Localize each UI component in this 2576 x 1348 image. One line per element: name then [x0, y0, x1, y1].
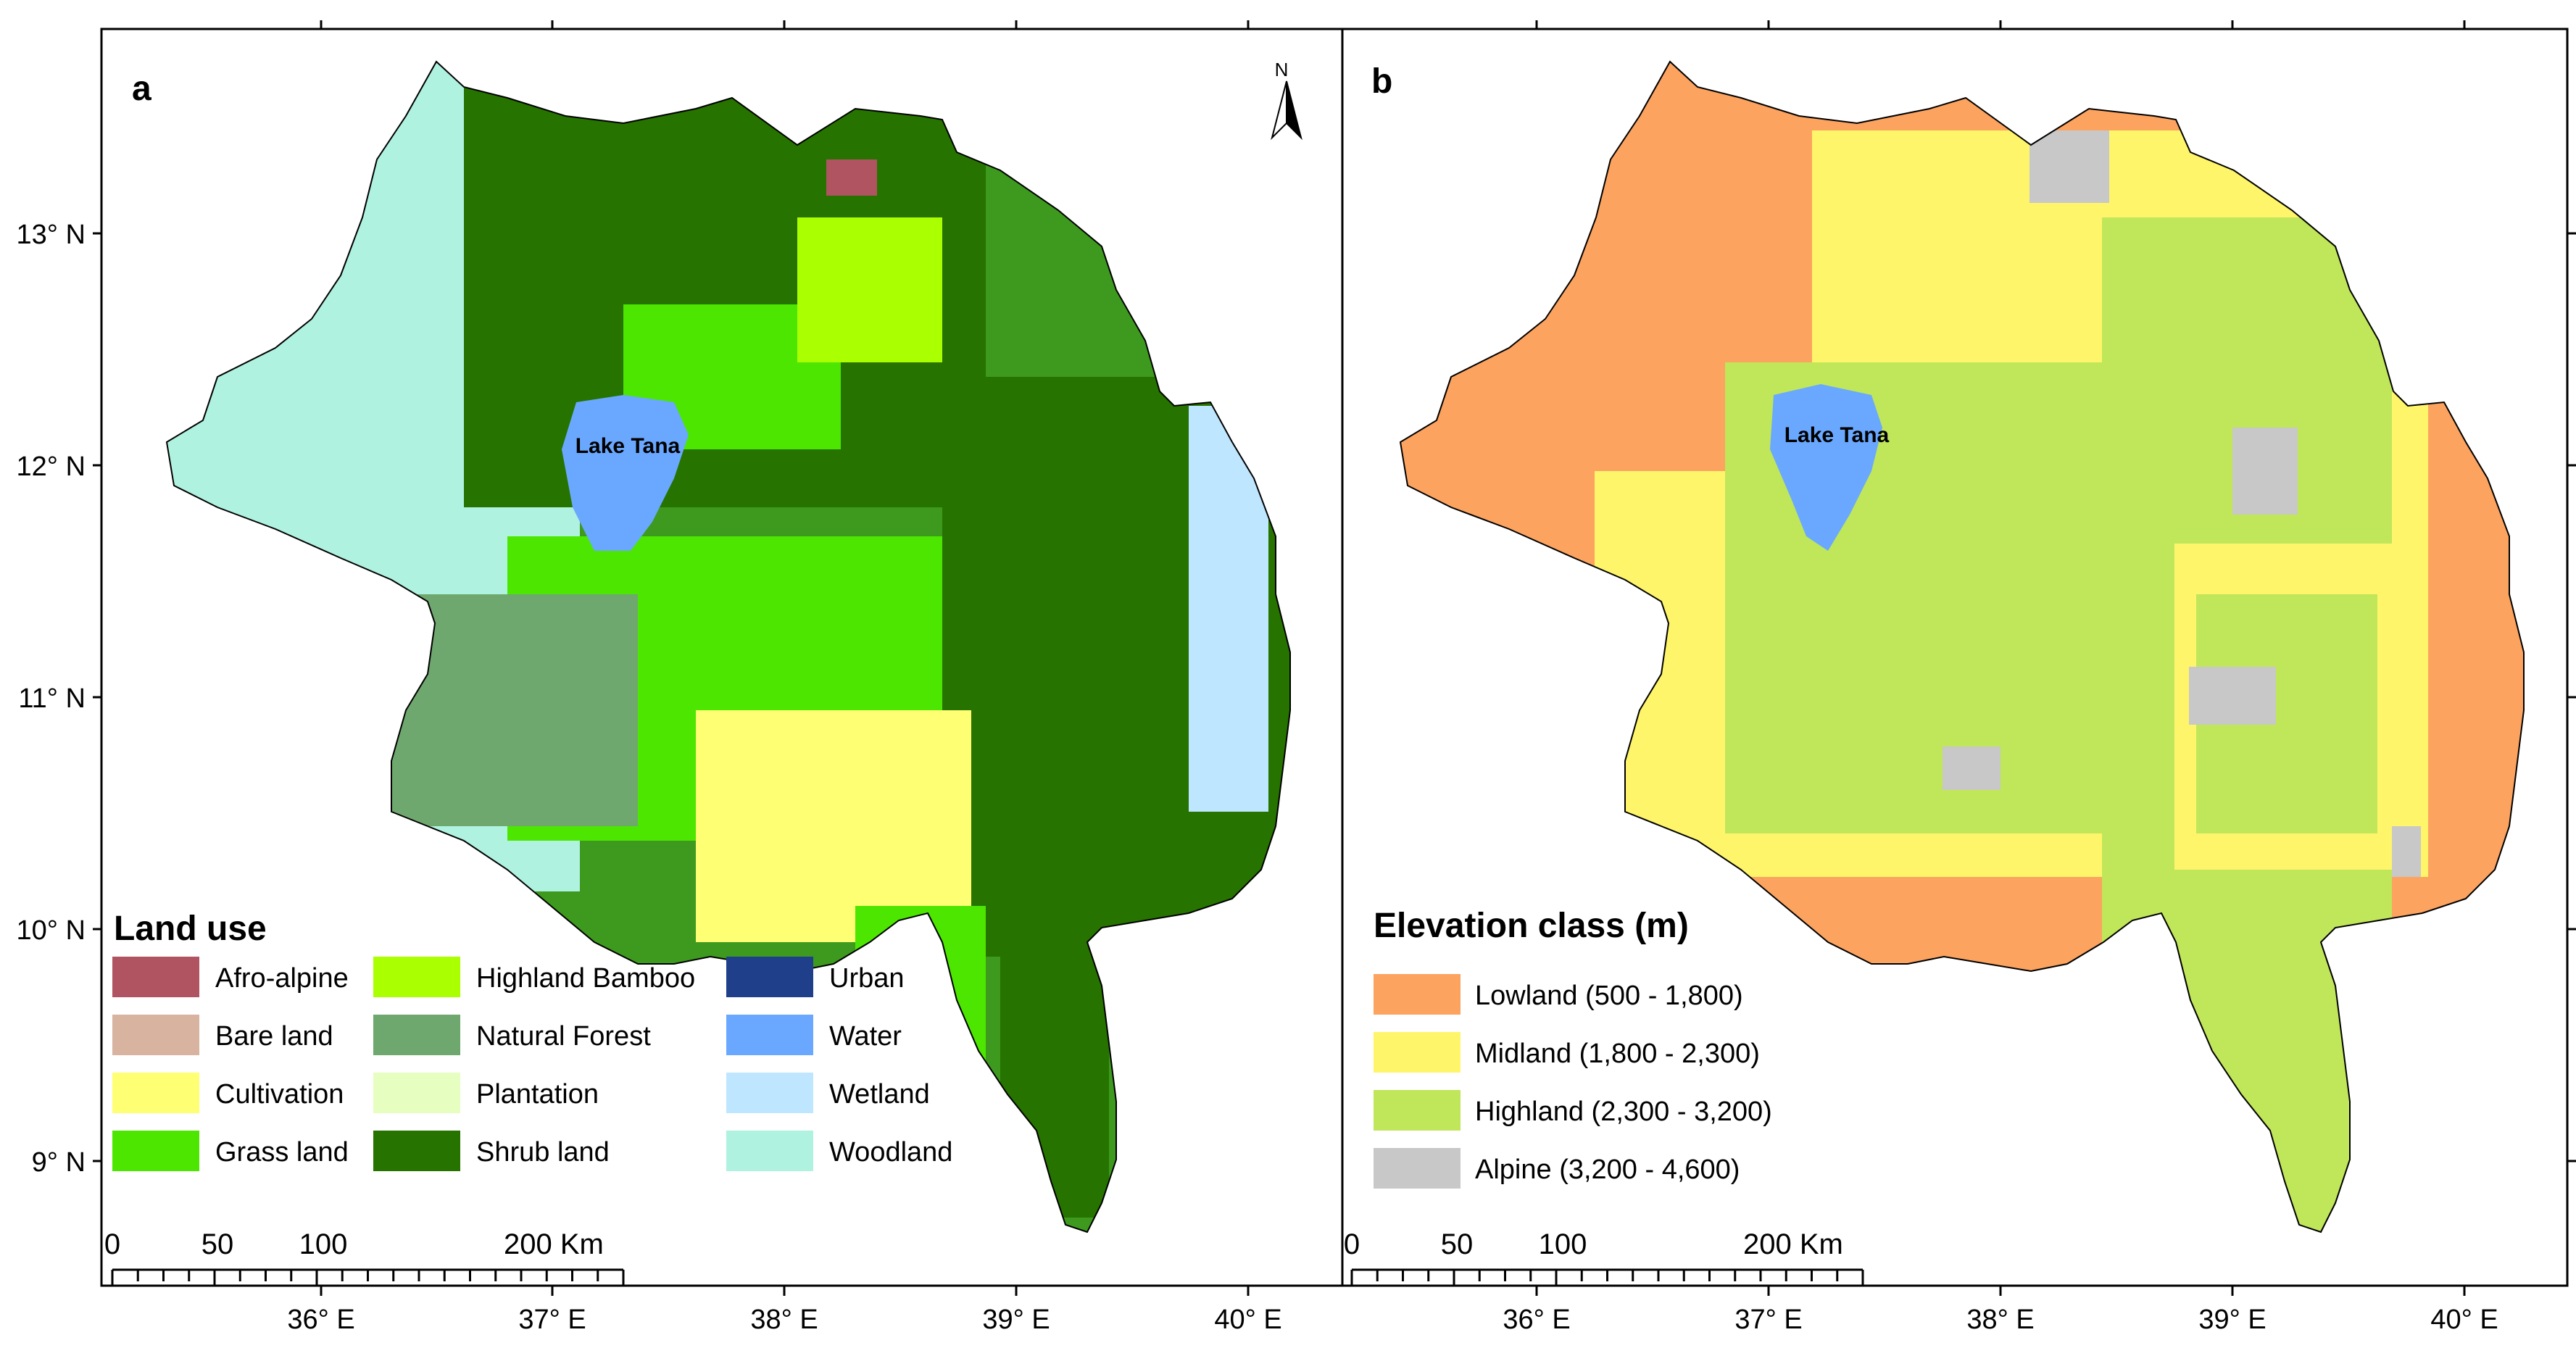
longitude-labels: 36° E 36° E 37° E 37° E 38° E 38° E 39° E 39° E… — [287, 1305, 2498, 1335]
lake-tana-b — [1770, 384, 1882, 551]
north-arrow-icon — [1271, 80, 1287, 141]
legend-swatch — [112, 957, 199, 997]
legend-swatch — [112, 1073, 199, 1113]
legend-label: Woodland — [829, 1137, 952, 1168]
scale-label: 200 Km — [1743, 1228, 1843, 1260]
lake-tana-label-b: Lake Tana — [1784, 423, 1890, 447]
legend-swatch — [726, 1131, 813, 1171]
legend-label: Urban — [829, 963, 905, 994]
scale-label: 0 — [1344, 1228, 1360, 1260]
scale-label: 0 — [104, 1228, 120, 1260]
latitude-labels: 13° N 12° N 11° N 10° N 9° N — [17, 220, 86, 1178]
land-use-legend: Land use Afro-alpine Highland Bamboo Urban… — [112, 910, 952, 1171]
panel-a-letter: a — [132, 70, 151, 108]
longitude-label: 38° E — [750, 1305, 818, 1335]
longitude-label: 39° E — [2198, 1305, 2266, 1335]
legend-label: Highland (2,300 - 3,200) — [1475, 1097, 1772, 1127]
elevation-legend-title: Elevation class (m) — [1374, 907, 1689, 945]
panel-b-letter: b — [1371, 62, 1392, 101]
legend-label: Alpine (3,200 - 4,600) — [1475, 1154, 1740, 1185]
scale-label: 50 — [1441, 1228, 1474, 1260]
land-use-legend-title: Land use — [114, 910, 267, 948]
legend-swatch — [726, 1073, 813, 1113]
legend-swatch — [1374, 1032, 1461, 1073]
latitude-label: 10° N — [17, 915, 86, 946]
legend-label: Lowland (500 - 1,800) — [1475, 981, 1743, 1011]
longitude-label: 37° E — [518, 1305, 586, 1335]
legend-label: Shrub land — [476, 1137, 610, 1168]
longitude-label: 39° E — [982, 1305, 1050, 1335]
legend-label: Grass land — [215, 1137, 349, 1168]
legend-swatch — [112, 1131, 199, 1171]
scale-bar-a: 0 50 100 200 Km — [104, 1228, 625, 1286]
land-use-map — [166, 61, 1291, 1233]
legend-label: Highland Bamboo — [476, 963, 695, 994]
legend-swatch — [726, 957, 813, 997]
legend-swatch — [1374, 1090, 1461, 1131]
longitude-label: 36° E — [287, 1305, 354, 1335]
north-arrow: N — [1271, 59, 1302, 141]
scale-label: 200 Km — [504, 1228, 604, 1260]
latitude-label: 11° N — [18, 683, 86, 714]
legend-label: Water — [829, 1021, 902, 1052]
legend-label: Natural Forest — [476, 1021, 651, 1052]
legend-label: Midland (1,800 - 2,300) — [1475, 1039, 1760, 1069]
scale-label: 100 — [1539, 1228, 1587, 1260]
legend-swatch — [726, 1015, 813, 1055]
legend-swatch — [373, 1073, 460, 1113]
longitude-label: 40° E — [1214, 1305, 1281, 1335]
lake-tana-label-a: Lake Tana — [576, 434, 681, 458]
legend-swatch — [112, 1015, 199, 1055]
legend-swatch — [1374, 1148, 1461, 1189]
panel-b-frame — [1341, 28, 2569, 1287]
latitude-label: 9° N — [32, 1147, 86, 1178]
legend-label: Afro-alpine — [215, 963, 349, 994]
legend-label: Wetland — [829, 1079, 930, 1110]
legend-label: Cultivation — [215, 1079, 344, 1110]
longitude-label: 36° E — [1503, 1305, 1570, 1335]
lake-tana-a — [562, 395, 689, 551]
scale-bar-b: 0 50 100 200 Km — [1344, 1228, 1864, 1286]
legend-swatch — [373, 1131, 460, 1171]
latitude-label: 13° N — [17, 220, 86, 250]
scale-label: 50 — [201, 1228, 234, 1260]
legend-label: Bare land — [215, 1021, 333, 1052]
legend-label: Plantation — [476, 1079, 599, 1110]
legend-swatch — [373, 1015, 460, 1055]
legend-swatch — [373, 957, 460, 997]
scale-label: 100 — [299, 1228, 348, 1260]
legend-swatch — [1374, 974, 1461, 1015]
longitude-label: 40° E — [2430, 1305, 2498, 1335]
longitude-label: 37° E — [1734, 1305, 1802, 1335]
latitude-label: 12° N — [17, 452, 86, 482]
north-label: N — [1275, 59, 1289, 80]
longitude-label: 38° E — [1966, 1305, 2034, 1335]
elevation-legend: Elevation class (m) Lowland (500 - 1,800… — [1374, 907, 1772, 1189]
